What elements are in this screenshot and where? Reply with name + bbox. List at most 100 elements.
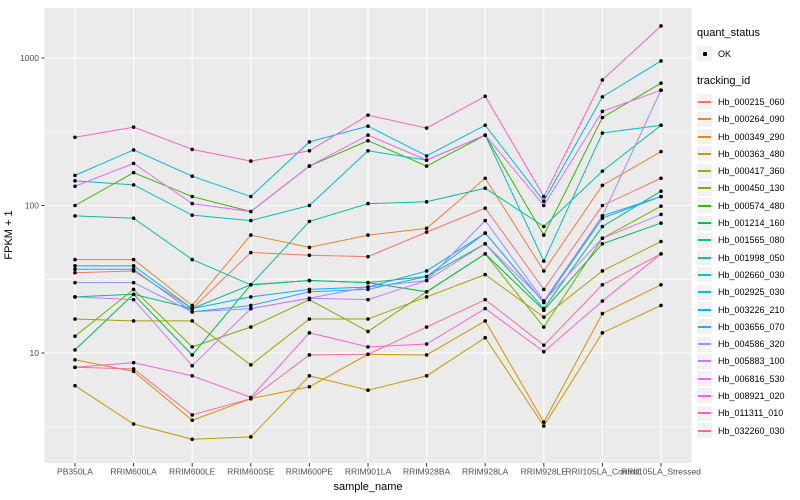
data-point bbox=[424, 158, 429, 162]
x-tick-label: RRIM928LA bbox=[462, 467, 509, 477]
data-point bbox=[131, 267, 136, 271]
data-point bbox=[249, 306, 253, 311]
x-tick-label: RRIM600LE bbox=[169, 467, 216, 477]
data-point bbox=[424, 230, 429, 234]
legend-label-ok: OK bbox=[718, 48, 732, 59]
data-point bbox=[73, 264, 77, 268]
data-point bbox=[483, 272, 488, 277]
line-swatch-icon bbox=[698, 343, 711, 346]
data-point bbox=[366, 113, 370, 117]
legend-key-swatch bbox=[697, 111, 712, 127]
legend-item-Hb_000215_060: Hb_000215_060 bbox=[697, 93, 785, 110]
data-point bbox=[600, 214, 605, 218]
data-point bbox=[659, 221, 663, 225]
legend-item-Hb_000450_130: Hb_000450_130 bbox=[697, 180, 785, 197]
legend-item-Hb_000574_480: Hb_000574_480 bbox=[697, 197, 785, 214]
data-point bbox=[73, 184, 77, 189]
data-point bbox=[483, 186, 488, 191]
legend-item-Hb_032260_030: Hb_032260_030 bbox=[697, 422, 785, 439]
data-point bbox=[249, 396, 253, 401]
data-point bbox=[366, 124, 370, 128]
data-point bbox=[131, 360, 136, 365]
data-point bbox=[131, 170, 136, 175]
data-point bbox=[600, 224, 605, 229]
line-swatch-icon bbox=[698, 118, 711, 121]
data-point bbox=[249, 282, 253, 287]
data-point bbox=[424, 325, 429, 329]
data-point bbox=[542, 269, 546, 273]
data-point bbox=[659, 252, 663, 256]
data-point bbox=[600, 282, 605, 287]
data-point bbox=[600, 311, 605, 316]
data-point bbox=[659, 81, 663, 85]
data-point bbox=[73, 135, 77, 140]
data-point bbox=[659, 88, 663, 92]
data-point bbox=[483, 241, 488, 246]
data-point bbox=[131, 216, 136, 221]
data-point bbox=[249, 159, 253, 163]
data-point bbox=[190, 374, 194, 378]
data-point bbox=[600, 95, 605, 99]
data-point bbox=[659, 59, 663, 63]
data-point bbox=[73, 383, 77, 388]
y-tick-label: 100 bbox=[25, 201, 39, 211]
data-point bbox=[131, 148, 136, 152]
data-point bbox=[424, 374, 429, 378]
data-point bbox=[542, 424, 546, 428]
legend-label: Hb_011311_010 bbox=[718, 408, 784, 419]
tracking-id-legend-list: Hb_000215_060 Hb_000264_090 Hb_000349_290 H… bbox=[697, 93, 785, 439]
data-point bbox=[249, 435, 253, 439]
y-tick-label: 10 bbox=[30, 348, 40, 358]
data-point bbox=[307, 296, 312, 301]
line-swatch-icon bbox=[698, 273, 711, 276]
line-swatch-icon bbox=[698, 325, 711, 328]
x-tick-label: RRII105LA_Stressed bbox=[621, 467, 701, 477]
data-point bbox=[424, 295, 429, 299]
line-swatch-icon bbox=[698, 291, 711, 294]
line-swatch-icon bbox=[698, 187, 711, 190]
data-point bbox=[366, 280, 370, 285]
data-point bbox=[73, 348, 77, 352]
legend-key-swatch bbox=[697, 180, 712, 196]
data-point bbox=[659, 282, 663, 287]
data-point bbox=[190, 147, 194, 152]
data-point bbox=[190, 201, 194, 206]
line-swatch-icon bbox=[698, 308, 711, 311]
data-point bbox=[600, 299, 605, 303]
legend-label: Hb_004586_320 bbox=[718, 339, 785, 350]
data-point bbox=[483, 176, 488, 181]
line-swatch-icon bbox=[698, 239, 711, 242]
data-point bbox=[542, 315, 546, 319]
data-point bbox=[131, 161, 136, 166]
line-swatch-icon bbox=[698, 135, 711, 138]
line-swatch-icon bbox=[698, 394, 711, 397]
legend-label: Hb_000363_480 bbox=[718, 148, 785, 159]
data-point bbox=[73, 317, 77, 321]
legend-key-swatch bbox=[697, 129, 712, 145]
legend-key-swatch bbox=[697, 163, 712, 179]
data-point bbox=[249, 303, 253, 308]
data-point bbox=[190, 437, 194, 442]
legend: quant_status OK tracking_id Hb_000215_06… bbox=[697, 27, 785, 439]
data-point bbox=[424, 353, 429, 357]
x-tick-label: RRIM901LA bbox=[345, 467, 392, 477]
line-swatch-icon bbox=[698, 360, 711, 363]
line-swatch-icon bbox=[698, 170, 711, 173]
data-point bbox=[131, 292, 136, 297]
data-point bbox=[190, 363, 194, 368]
data-point bbox=[366, 254, 370, 259]
data-point bbox=[249, 363, 253, 367]
data-point bbox=[659, 189, 663, 194]
data-point bbox=[131, 422, 136, 426]
legend-item-Hb_003656_070: Hb_003656_070 bbox=[697, 318, 785, 335]
data-point bbox=[659, 123, 663, 128]
legend-item-Hb_001214_160: Hb_001214_160 bbox=[697, 214, 785, 231]
y-tick-label: 1000 bbox=[20, 53, 39, 63]
legend-label: Hb_000417_360 bbox=[718, 166, 785, 177]
legend-title-tracking-id: tracking_id bbox=[697, 75, 751, 88]
legend-label: Hb_005883_100 bbox=[718, 356, 785, 367]
legend-label: Hb_002660_030 bbox=[718, 269, 785, 280]
data-point bbox=[307, 289, 312, 294]
legend-label: Hb_001214_160 bbox=[718, 218, 785, 229]
